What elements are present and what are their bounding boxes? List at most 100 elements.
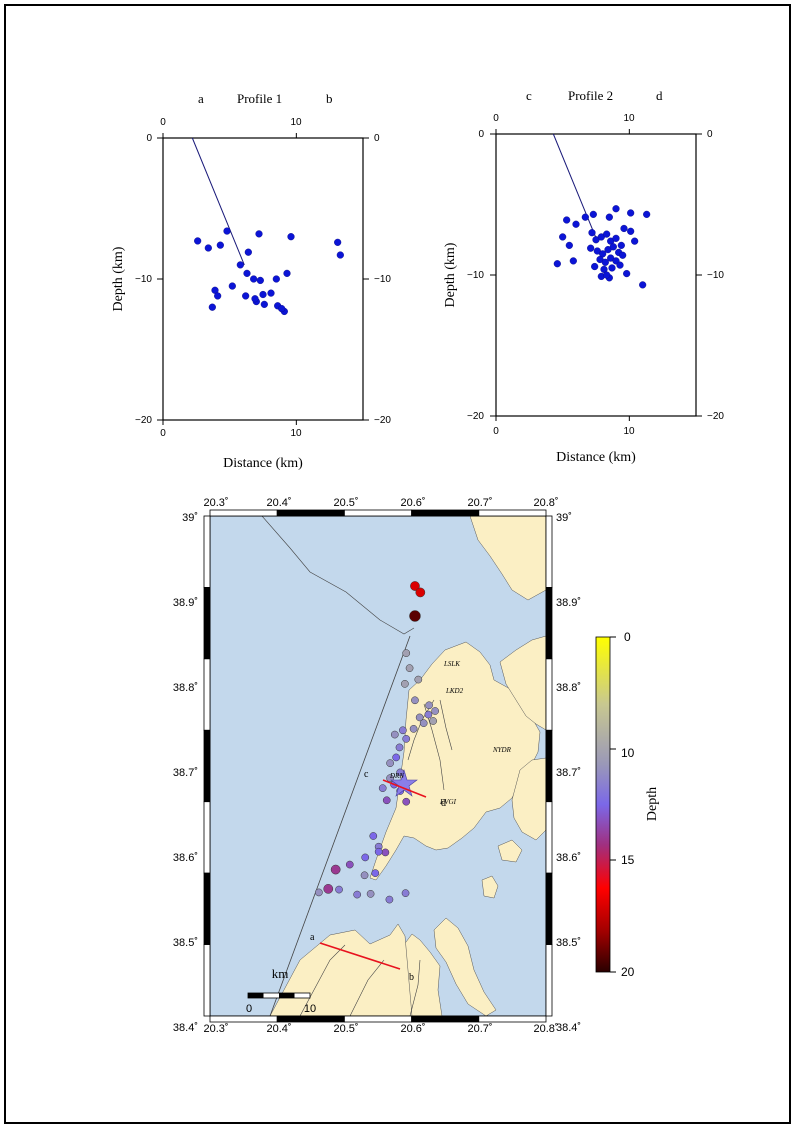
figure-frame bbox=[4, 4, 791, 1124]
hypocenter-point bbox=[336, 251, 344, 259]
earthquake-epicenter bbox=[409, 610, 421, 622]
profile-1-right-tick-10: −10 bbox=[374, 274, 391, 285]
right-border-segment bbox=[545, 729, 553, 803]
profile-2-marks bbox=[552, 133, 651, 289]
hypocenter-point bbox=[612, 205, 620, 213]
hypocenter-point bbox=[242, 292, 250, 300]
profile-2-title: Profile 2 bbox=[568, 88, 613, 103]
hypocenter-point bbox=[589, 210, 597, 218]
colorbar-ramp bbox=[595, 636, 611, 973]
profile-1-xlabel: Distance (km) bbox=[223, 456, 303, 471]
profile-1-chart: a Profile 1 b 0 10 0 10 0 −10 −20 0 −10 … bbox=[111, 91, 391, 471]
hypocenter-point bbox=[278, 305, 286, 313]
profile-1-end-a: a bbox=[198, 91, 204, 106]
profile-1-marks bbox=[191, 137, 344, 316]
earthquake-epicenter bbox=[323, 884, 334, 894]
profile-1-end-b: b bbox=[326, 91, 333, 106]
hypocenter-point bbox=[572, 220, 580, 228]
profile-1-right-tick-20: −20 bbox=[374, 415, 391, 426]
map-right-lat-1: 38.9˚ bbox=[556, 597, 581, 609]
profile-line-ab bbox=[319, 942, 401, 970]
profile-2-frame bbox=[495, 133, 697, 417]
earthquake-epicenter bbox=[401, 889, 410, 897]
hypocenter-point bbox=[612, 234, 620, 242]
left-border-segment bbox=[203, 872, 211, 945]
hypocenter-point bbox=[616, 261, 624, 269]
hypocenter-point bbox=[214, 292, 222, 300]
hypocenter-point bbox=[255, 230, 263, 238]
hypocenter-point bbox=[256, 276, 264, 285]
earthquake-epicenter bbox=[409, 725, 418, 733]
hypocenter-point bbox=[194, 237, 202, 245]
hypocenter-point bbox=[260, 300, 268, 308]
hypocenter-point bbox=[334, 238, 342, 246]
earthquake-epicenter bbox=[402, 649, 411, 657]
colorbar-label: Depth bbox=[645, 787, 660, 821]
hypocenter-point bbox=[623, 269, 631, 278]
profile-2-bottom-tick-10: 10 bbox=[623, 426, 635, 437]
earthquake-epicenter bbox=[414, 675, 423, 684]
profile-2-left-tick-0: 0 bbox=[478, 129, 484, 140]
earthquake-epicenter bbox=[369, 832, 378, 840]
mainland-north bbox=[469, 516, 546, 601]
ithaca-island bbox=[433, 917, 497, 1016]
hypocenter-point bbox=[287, 233, 295, 241]
profile-1-left-tick-10: −10 bbox=[135, 274, 152, 285]
top-border-segment bbox=[276, 509, 345, 517]
hypocenter-point bbox=[243, 269, 251, 277]
earthquake-epicenter bbox=[386, 759, 394, 767]
profile-2-end-d: d bbox=[656, 88, 663, 103]
profile-2-right-tick-10: −10 bbox=[707, 270, 724, 281]
map-right-lat-4: 38.6˚ bbox=[556, 852, 581, 864]
map-bottom-lon-5: 20.8˚ bbox=[533, 1023, 558, 1035]
map-left-lat-3: 38.7˚ bbox=[173, 767, 198, 779]
earthquake-epicenter bbox=[382, 796, 391, 805]
bottom-border-segment bbox=[209, 1015, 278, 1023]
top-border-segment bbox=[209, 509, 278, 517]
top-border-segment bbox=[343, 509, 412, 517]
hypocenter-point bbox=[251, 295, 259, 303]
depth-colorbar: 0 10 15 20 Depth bbox=[595, 630, 660, 979]
map-bottom-lon-0: 20.3˚ bbox=[203, 1023, 228, 1035]
station-evgi: EVGI bbox=[439, 798, 457, 806]
hypocenter-point bbox=[643, 210, 651, 218]
earthquake-epicenter bbox=[335, 885, 343, 894]
hypocenter-point bbox=[603, 230, 611, 238]
scale-bar-unit: km bbox=[272, 966, 289, 981]
profile-1-left-tick-0: 0 bbox=[146, 133, 152, 144]
earthquake-epicenter bbox=[392, 753, 400, 762]
bottom-border-segment bbox=[343, 1015, 412, 1023]
hypocenter-point bbox=[591, 262, 599, 271]
profile-2-chart: c Profile 2 d 0 10 0 10 0 −10 −20 0 −10 … bbox=[443, 88, 724, 465]
earthquake-epicenter bbox=[405, 664, 414, 672]
epicenter-map: LSLK LKD2 NYDR EVGI DRN a b c d km 0 10 … bbox=[173, 497, 581, 1035]
left-border-segment bbox=[203, 515, 211, 588]
profile-1-right-tick-0: 0 bbox=[374, 133, 380, 144]
station-lkd2: LKD2 bbox=[445, 687, 464, 695]
earthquake-epicenter bbox=[371, 869, 380, 877]
map-bottom-lon-4: 20.7˚ bbox=[467, 1023, 492, 1035]
map-bottom-lon-3: 20.6˚ bbox=[400, 1023, 425, 1035]
top-border-segment bbox=[411, 509, 480, 517]
hypocenter-point bbox=[588, 229, 596, 237]
map-top-lon-2: 20.5˚ bbox=[333, 497, 358, 509]
scale-bar: km 0 10 bbox=[246, 966, 316, 1015]
profile-2-ticks bbox=[490, 129, 702, 421]
right-border-segment bbox=[545, 872, 553, 945]
map-label-a: a bbox=[310, 932, 315, 943]
hypocenter-point bbox=[569, 257, 577, 265]
event-markers bbox=[315, 581, 439, 904]
map-left-lat-1: 38.9˚ bbox=[173, 597, 198, 609]
earthquake-epicenter bbox=[402, 797, 411, 806]
hypocenter-point bbox=[244, 248, 252, 256]
earthquake-epicenter bbox=[353, 890, 362, 899]
scale-bar-tick-10: 10 bbox=[304, 1003, 316, 1015]
right-border-segment bbox=[545, 658, 553, 731]
profile-line-cd bbox=[382, 779, 427, 798]
map-top-lon-3: 20.6˚ bbox=[400, 497, 425, 509]
meganisi-island bbox=[497, 839, 523, 863]
profile-2-bottom-tick-0: 0 bbox=[493, 426, 499, 437]
scale-bar-tick-0: 0 bbox=[246, 1003, 252, 1015]
earthquake-epicenter bbox=[429, 717, 437, 725]
